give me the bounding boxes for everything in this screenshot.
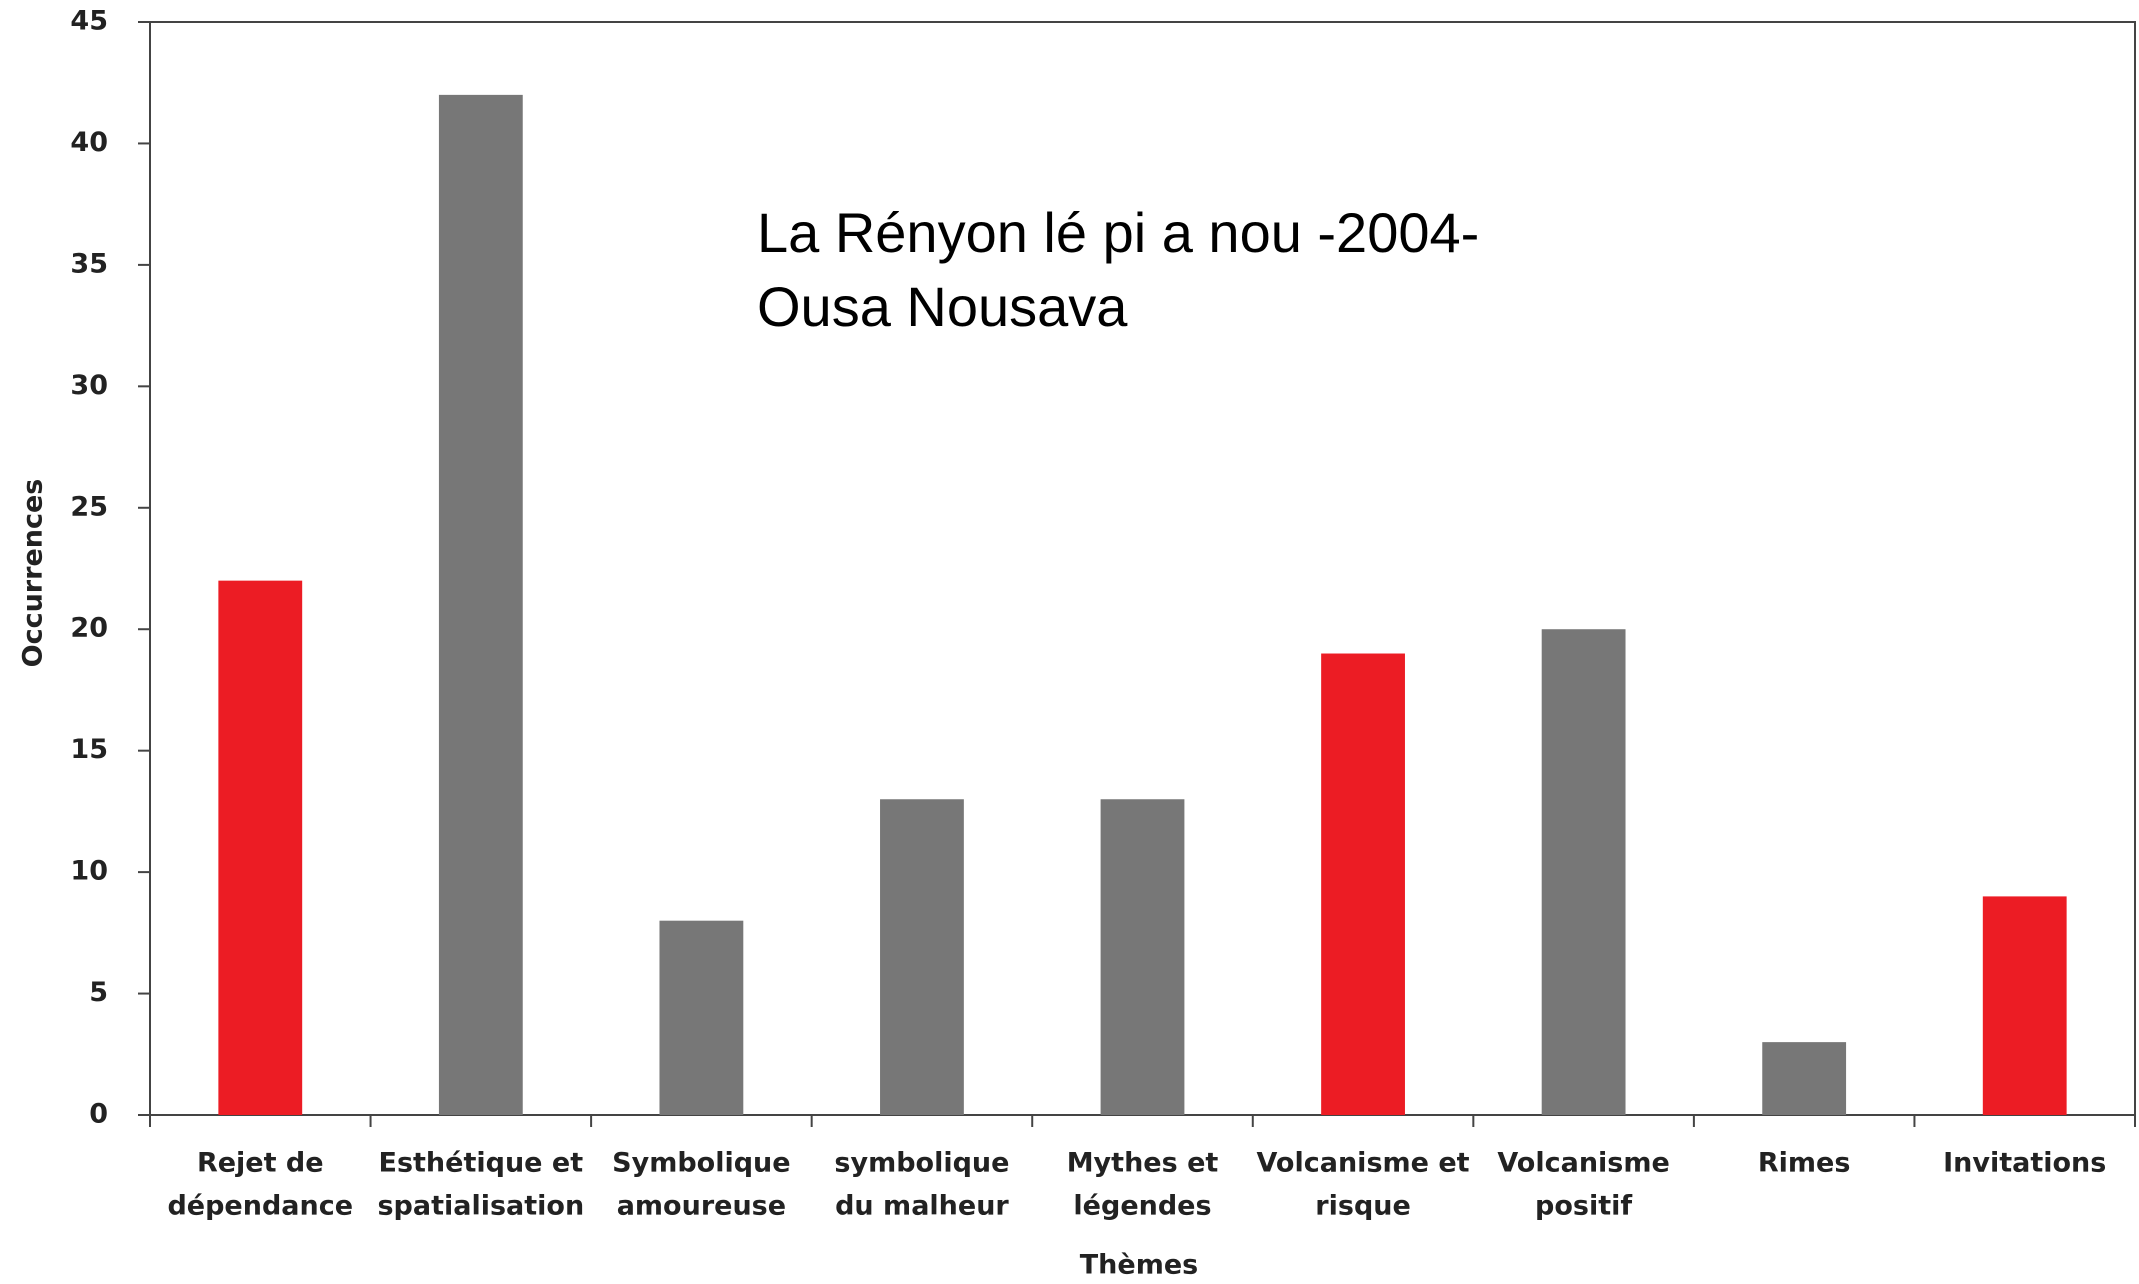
y-axis-label: Occurrences bbox=[18, 479, 49, 668]
y-tick-label: 0 bbox=[89, 1099, 108, 1130]
bar bbox=[1541, 629, 1626, 1115]
x-tick-label: risque bbox=[1315, 1191, 1411, 1222]
bar bbox=[218, 580, 303, 1115]
x-tick-label: Rimes bbox=[1758, 1148, 1851, 1179]
y-tick-label: 35 bbox=[70, 248, 108, 279]
x-tick-label: Mythes et bbox=[1067, 1148, 1219, 1179]
y-tick-label: 25 bbox=[70, 491, 108, 522]
bar bbox=[438, 94, 523, 1115]
y-tick-label: 15 bbox=[70, 734, 108, 765]
x-tick-label: positif bbox=[1535, 1191, 1632, 1222]
y-tick-label: 10 bbox=[70, 856, 108, 887]
y-tick-label: 45 bbox=[70, 6, 108, 37]
x-tick-label: amoureuse bbox=[617, 1191, 786, 1222]
annotation: La Rényon lé pi a nou -2004- bbox=[757, 201, 1479, 264]
x-tick-label: du malheur bbox=[835, 1191, 1009, 1222]
y-tick-label: 5 bbox=[89, 977, 108, 1008]
x-tick-label: légendes bbox=[1073, 1191, 1211, 1222]
x-tick-label: Volcanisme et bbox=[1257, 1148, 1470, 1179]
bar bbox=[1762, 1042, 1847, 1115]
bar bbox=[1982, 896, 2067, 1115]
y-tick-label: 20 bbox=[70, 613, 108, 644]
bar bbox=[1100, 799, 1185, 1115]
bar bbox=[1321, 653, 1405, 1115]
x-tick-label: Rejet de bbox=[197, 1148, 324, 1179]
x-tick-label: Symbolique bbox=[612, 1148, 790, 1179]
x-tick-label: Volcanisme bbox=[1497, 1148, 1669, 1179]
bar bbox=[880, 799, 964, 1115]
annotation: Ousa Nousava bbox=[757, 275, 1128, 338]
x-tick-label: spatialisation bbox=[377, 1191, 584, 1222]
x-tick-label: Esthétique et bbox=[379, 1148, 584, 1179]
x-tick-label: symbolique bbox=[834, 1148, 1009, 1179]
x-tick-label: dépendance bbox=[167, 1191, 353, 1222]
y-tick-label: 40 bbox=[70, 127, 108, 158]
x-tick-label: Invitations bbox=[1943, 1148, 2106, 1179]
x-axis-label: Thèmes bbox=[1080, 1250, 1198, 1281]
bar bbox=[659, 920, 744, 1115]
y-tick-label: 30 bbox=[70, 370, 108, 401]
